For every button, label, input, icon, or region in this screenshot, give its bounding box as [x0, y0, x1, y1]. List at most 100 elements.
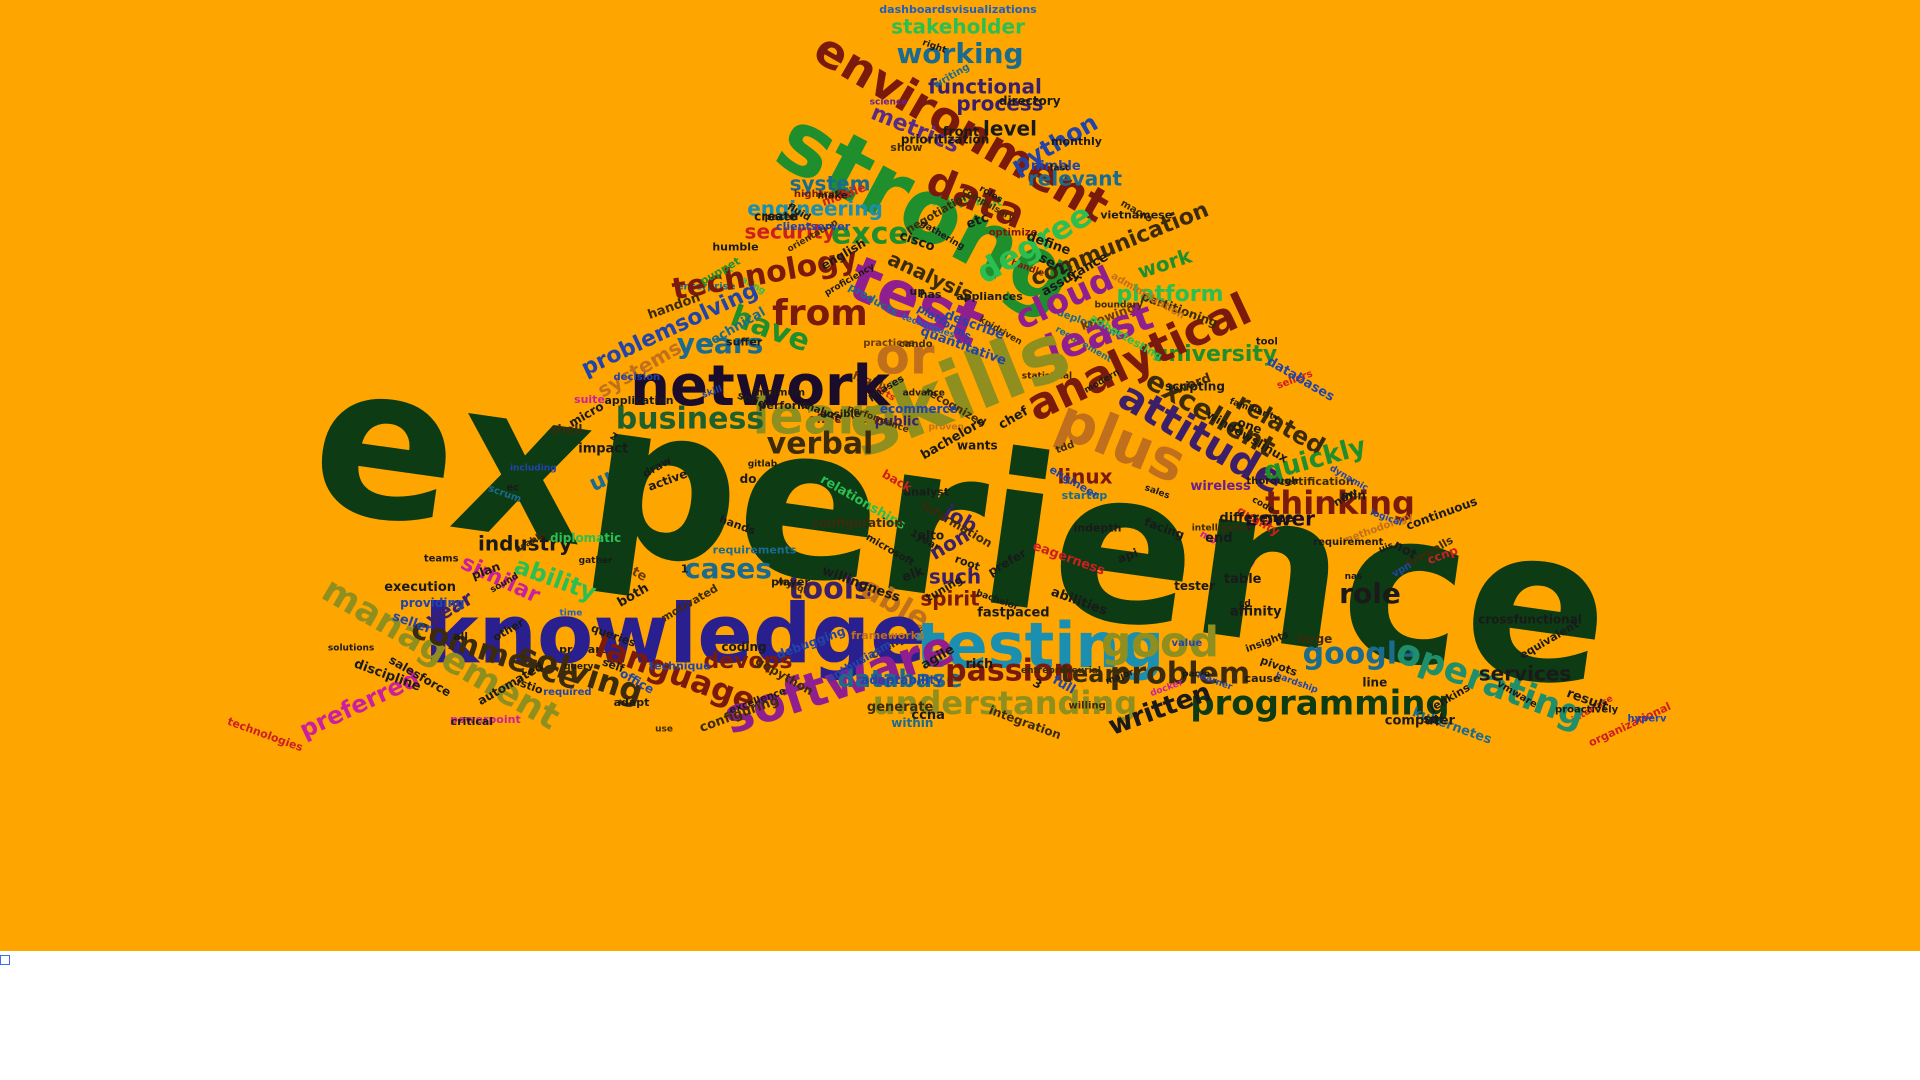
word-spirit: spirit — [920, 587, 980, 611]
word-directory: directory — [999, 94, 1061, 108]
word-boundary: boundary — [1095, 301, 1143, 311]
word-cloud-canvas: dashboardsvisualizationsstakeholderworki… — [0, 0, 1920, 951]
word-gitlab: gitlab — [748, 460, 778, 470]
word-from: from — [772, 293, 868, 334]
word-such: such — [929, 565, 981, 589]
word-stakeholder: stakeholder — [891, 15, 1025, 39]
word-has: has — [920, 288, 942, 301]
word-adapt: adapt — [614, 696, 650, 709]
word-shell: shell — [550, 423, 582, 437]
checkbox[interactable] — [0, 955, 10, 965]
word-proven: proven — [928, 422, 963, 432]
word-line: line — [1362, 676, 1387, 690]
word-cases: cases — [684, 552, 772, 585]
word-suffer: suffer — [726, 336, 763, 349]
word-network: network — [630, 354, 891, 419]
word-appliances: appliances — [956, 290, 1023, 303]
word-or: or — [875, 328, 934, 386]
word-public: public — [875, 414, 919, 429]
word-2: 2 — [608, 431, 620, 444]
word-devops: devops — [704, 649, 793, 674]
word-cando: cando — [899, 339, 933, 350]
word-business: business — [616, 402, 764, 437]
word-cd: cd — [1239, 599, 1251, 609]
word-science: science — [870, 98, 908, 108]
word-ansible: ansible — [820, 409, 861, 420]
word-up: up — [910, 285, 926, 298]
word-statistical: statistical — [1022, 372, 1072, 382]
word-time: time — [560, 609, 583, 619]
word-requirement: requirement — [1313, 537, 1383, 548]
word-system: system — [790, 172, 871, 196]
word-decision: decision — [614, 372, 661, 383]
word-requirements: requirements — [713, 544, 797, 557]
word-paolo: paolo — [1182, 670, 1210, 680]
word-computer: computer — [1385, 713, 1456, 728]
word-monthly: monthly — [1051, 135, 1102, 148]
word-providing: providing — [400, 596, 465, 610]
word-hyperv: hyperv — [1627, 714, 1667, 725]
word-create: create — [754, 210, 797, 224]
word-understanding: understanding — [873, 684, 1137, 722]
word-ccna: ccna — [911, 708, 944, 723]
word-verbal: verbal — [767, 427, 874, 462]
word-frameworks: frameworks — [851, 629, 925, 642]
word-execution: execution — [384, 580, 456, 595]
word-fastpaced: fastpaced — [977, 606, 1049, 621]
word-ecommerce: ecommerce — [880, 402, 958, 416]
word-intelligence: intelligence — [1192, 523, 1252, 533]
word-suite: suite — [574, 393, 605, 406]
word-scripting: scripting — [1165, 380, 1225, 394]
word-difference: difference — [1219, 511, 1293, 526]
word-generate: generate — [867, 700, 934, 715]
word-1: 1 — [681, 563, 689, 576]
word-role: role — [1339, 577, 1401, 610]
word-thorough: thorough — [1246, 476, 1298, 487]
word-large: large — [1297, 632, 1332, 646]
word-testing: testing — [916, 609, 1164, 682]
word-player: player — [771, 576, 810, 589]
word-elk: elk — [900, 564, 926, 586]
word-wants: wants — [957, 438, 998, 452]
word-solutions: solutions — [328, 643, 374, 653]
word-ec: ec — [507, 483, 520, 494]
word-front: front — [943, 125, 979, 140]
word-functional: functional — [928, 75, 1042, 99]
word-years: years — [677, 327, 764, 360]
word-coding: coding — [721, 640, 766, 654]
word-application: application — [604, 394, 673, 407]
word-security: security — [745, 220, 836, 244]
word-api: api — [1116, 546, 1140, 566]
word-relevant: relevant — [1028, 167, 1123, 191]
word-fast: fast — [1050, 163, 1070, 173]
word-critical: critical — [451, 715, 493, 728]
word-cause: cause — [1245, 672, 1281, 685]
word-knowledge: knowledge — [424, 587, 926, 682]
word-wireless: wireless — [1190, 479, 1251, 494]
word-platform: platform — [1116, 282, 1223, 307]
word-nas: nas — [1345, 572, 1363, 582]
word-diplomatic: diplomatic — [550, 531, 621, 545]
word-level: level — [983, 117, 1037, 141]
word-learn: learn — [752, 388, 897, 446]
word-excel: excel — [831, 217, 919, 252]
word-all: all — [453, 630, 468, 643]
word-passion: passion — [945, 654, 1075, 689]
word-database: database — [838, 665, 963, 693]
word-tool: tool — [1256, 336, 1278, 347]
word-min: min — [1341, 489, 1366, 503]
word-crossfunctional: crossfunctional — [1478, 613, 1582, 627]
word-working: working — [896, 37, 1023, 70]
word-powerpoint: powerpoint — [450, 713, 521, 726]
word-prepare: prepare — [559, 643, 608, 656]
word-cloud-image: dashboardsvisualizations stakeholder worki… — [0, 0, 1920, 951]
word-engineering: engineering — [747, 197, 883, 221]
word-perform: perform — [759, 399, 809, 412]
word-google: google — [1303, 637, 1418, 672]
word-end: end — [1205, 531, 1232, 546]
word-clientserver: clientserver — [776, 220, 851, 233]
word-advance: advance — [903, 389, 945, 399]
word-affinity: affinity — [1230, 605, 1282, 620]
word-within: within — [891, 716, 933, 730]
word-show: show — [890, 141, 922, 154]
